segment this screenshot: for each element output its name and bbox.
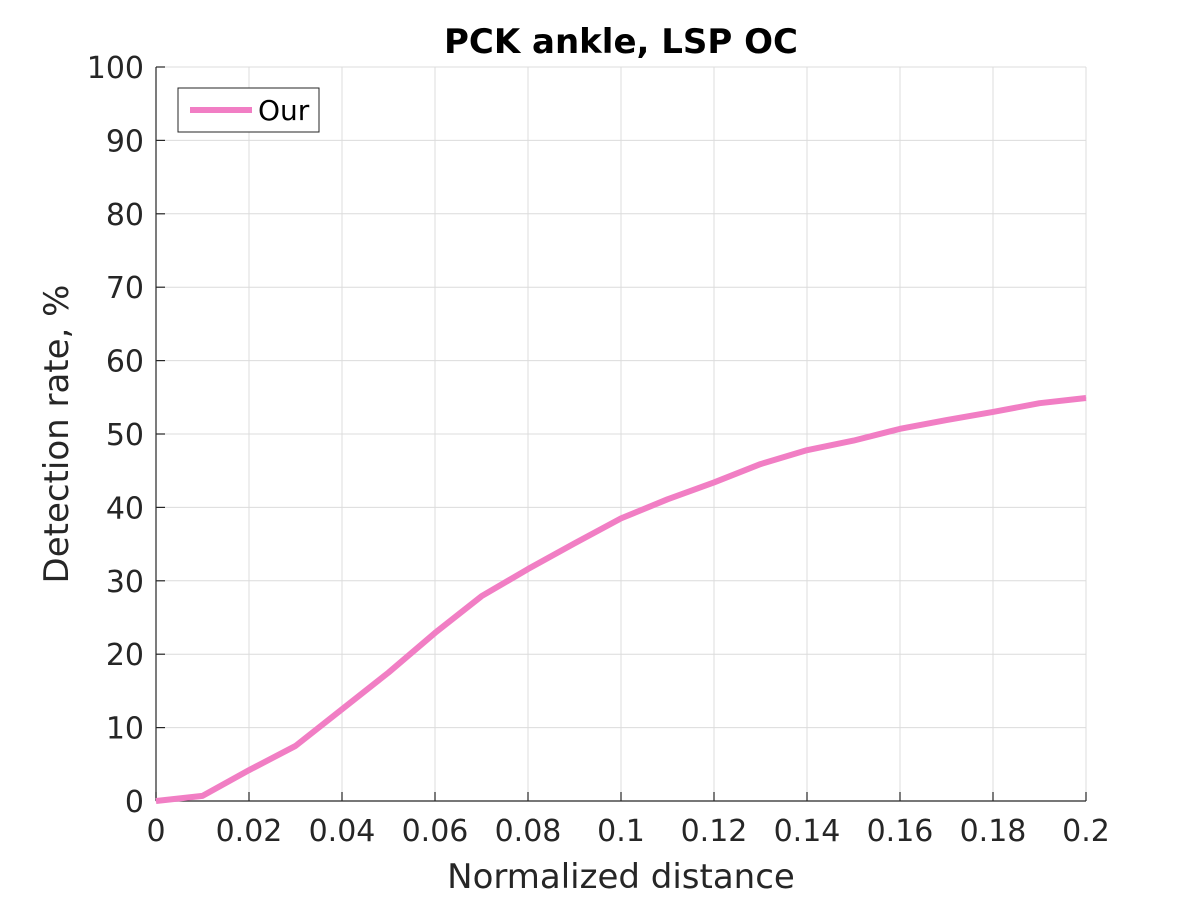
x-tick-label: 0.14 [774,814,841,849]
data-point [667,498,668,500]
data-point [434,632,436,634]
x-tick-label: 0 [146,814,165,849]
legend-label-our: Our [258,94,310,127]
data-point [899,428,901,430]
x-axis-label: Normalized distance [447,857,795,897]
data-point [713,481,715,483]
y-tick-label: 40 [106,491,144,526]
y-tick-label: 0 [125,785,144,820]
data-point [760,463,761,465]
y-tick-label: 100 [87,51,144,86]
data-point [1085,397,1087,399]
data-point [341,708,343,710]
x-axis-ticks: 0 0.02 0.04 0.06 0.08 0.1 0.12 0.14 0.16 0.18 0.2 [146,792,1110,849]
data-point [1039,402,1040,404]
x-tick-label: 0.06 [402,814,469,849]
x-tick-label: 0.04 [309,814,376,849]
data-point [574,542,575,544]
data-point [806,449,808,451]
data-point [155,800,157,802]
x-tick-label: 0.2 [1062,814,1110,849]
y-tick-label: 50 [106,418,144,453]
y-tick-label: 20 [106,638,144,673]
data-point [620,517,622,519]
data-point [295,745,296,747]
x-tick-label: 0.1 [597,814,645,849]
y-tick-label: 80 [106,198,144,233]
y-tick-label: 10 [106,712,144,747]
series-layer [155,395,1087,804]
data-point [853,440,854,442]
legend: Our [177,87,320,133]
data-point [527,568,529,570]
y-tick-label: 70 [106,271,144,306]
y-axis-label: Detection rate, % [37,285,77,584]
x-tick-label: 0.18 [960,814,1027,849]
x-tick-label: 0.08 [495,814,562,849]
data-point [481,595,482,597]
y-axis-ticks: 0 10 20 30 40 50 60 70 80 90 100 [87,51,165,820]
data-point [248,769,250,771]
data-point [388,672,389,674]
y-tick-label: 90 [106,124,144,159]
data-point [946,419,947,421]
chart-title: PCK ankle, LSP OC [444,22,798,62]
x-tick-label: 0.16 [867,814,934,849]
x-tick-label: 0.12 [681,814,748,849]
data-point [202,795,203,797]
y-tick-label: 30 [106,565,144,600]
data-point [992,411,994,413]
y-tick-label: 60 [106,345,144,380]
x-tick-label: 0.02 [216,814,283,849]
